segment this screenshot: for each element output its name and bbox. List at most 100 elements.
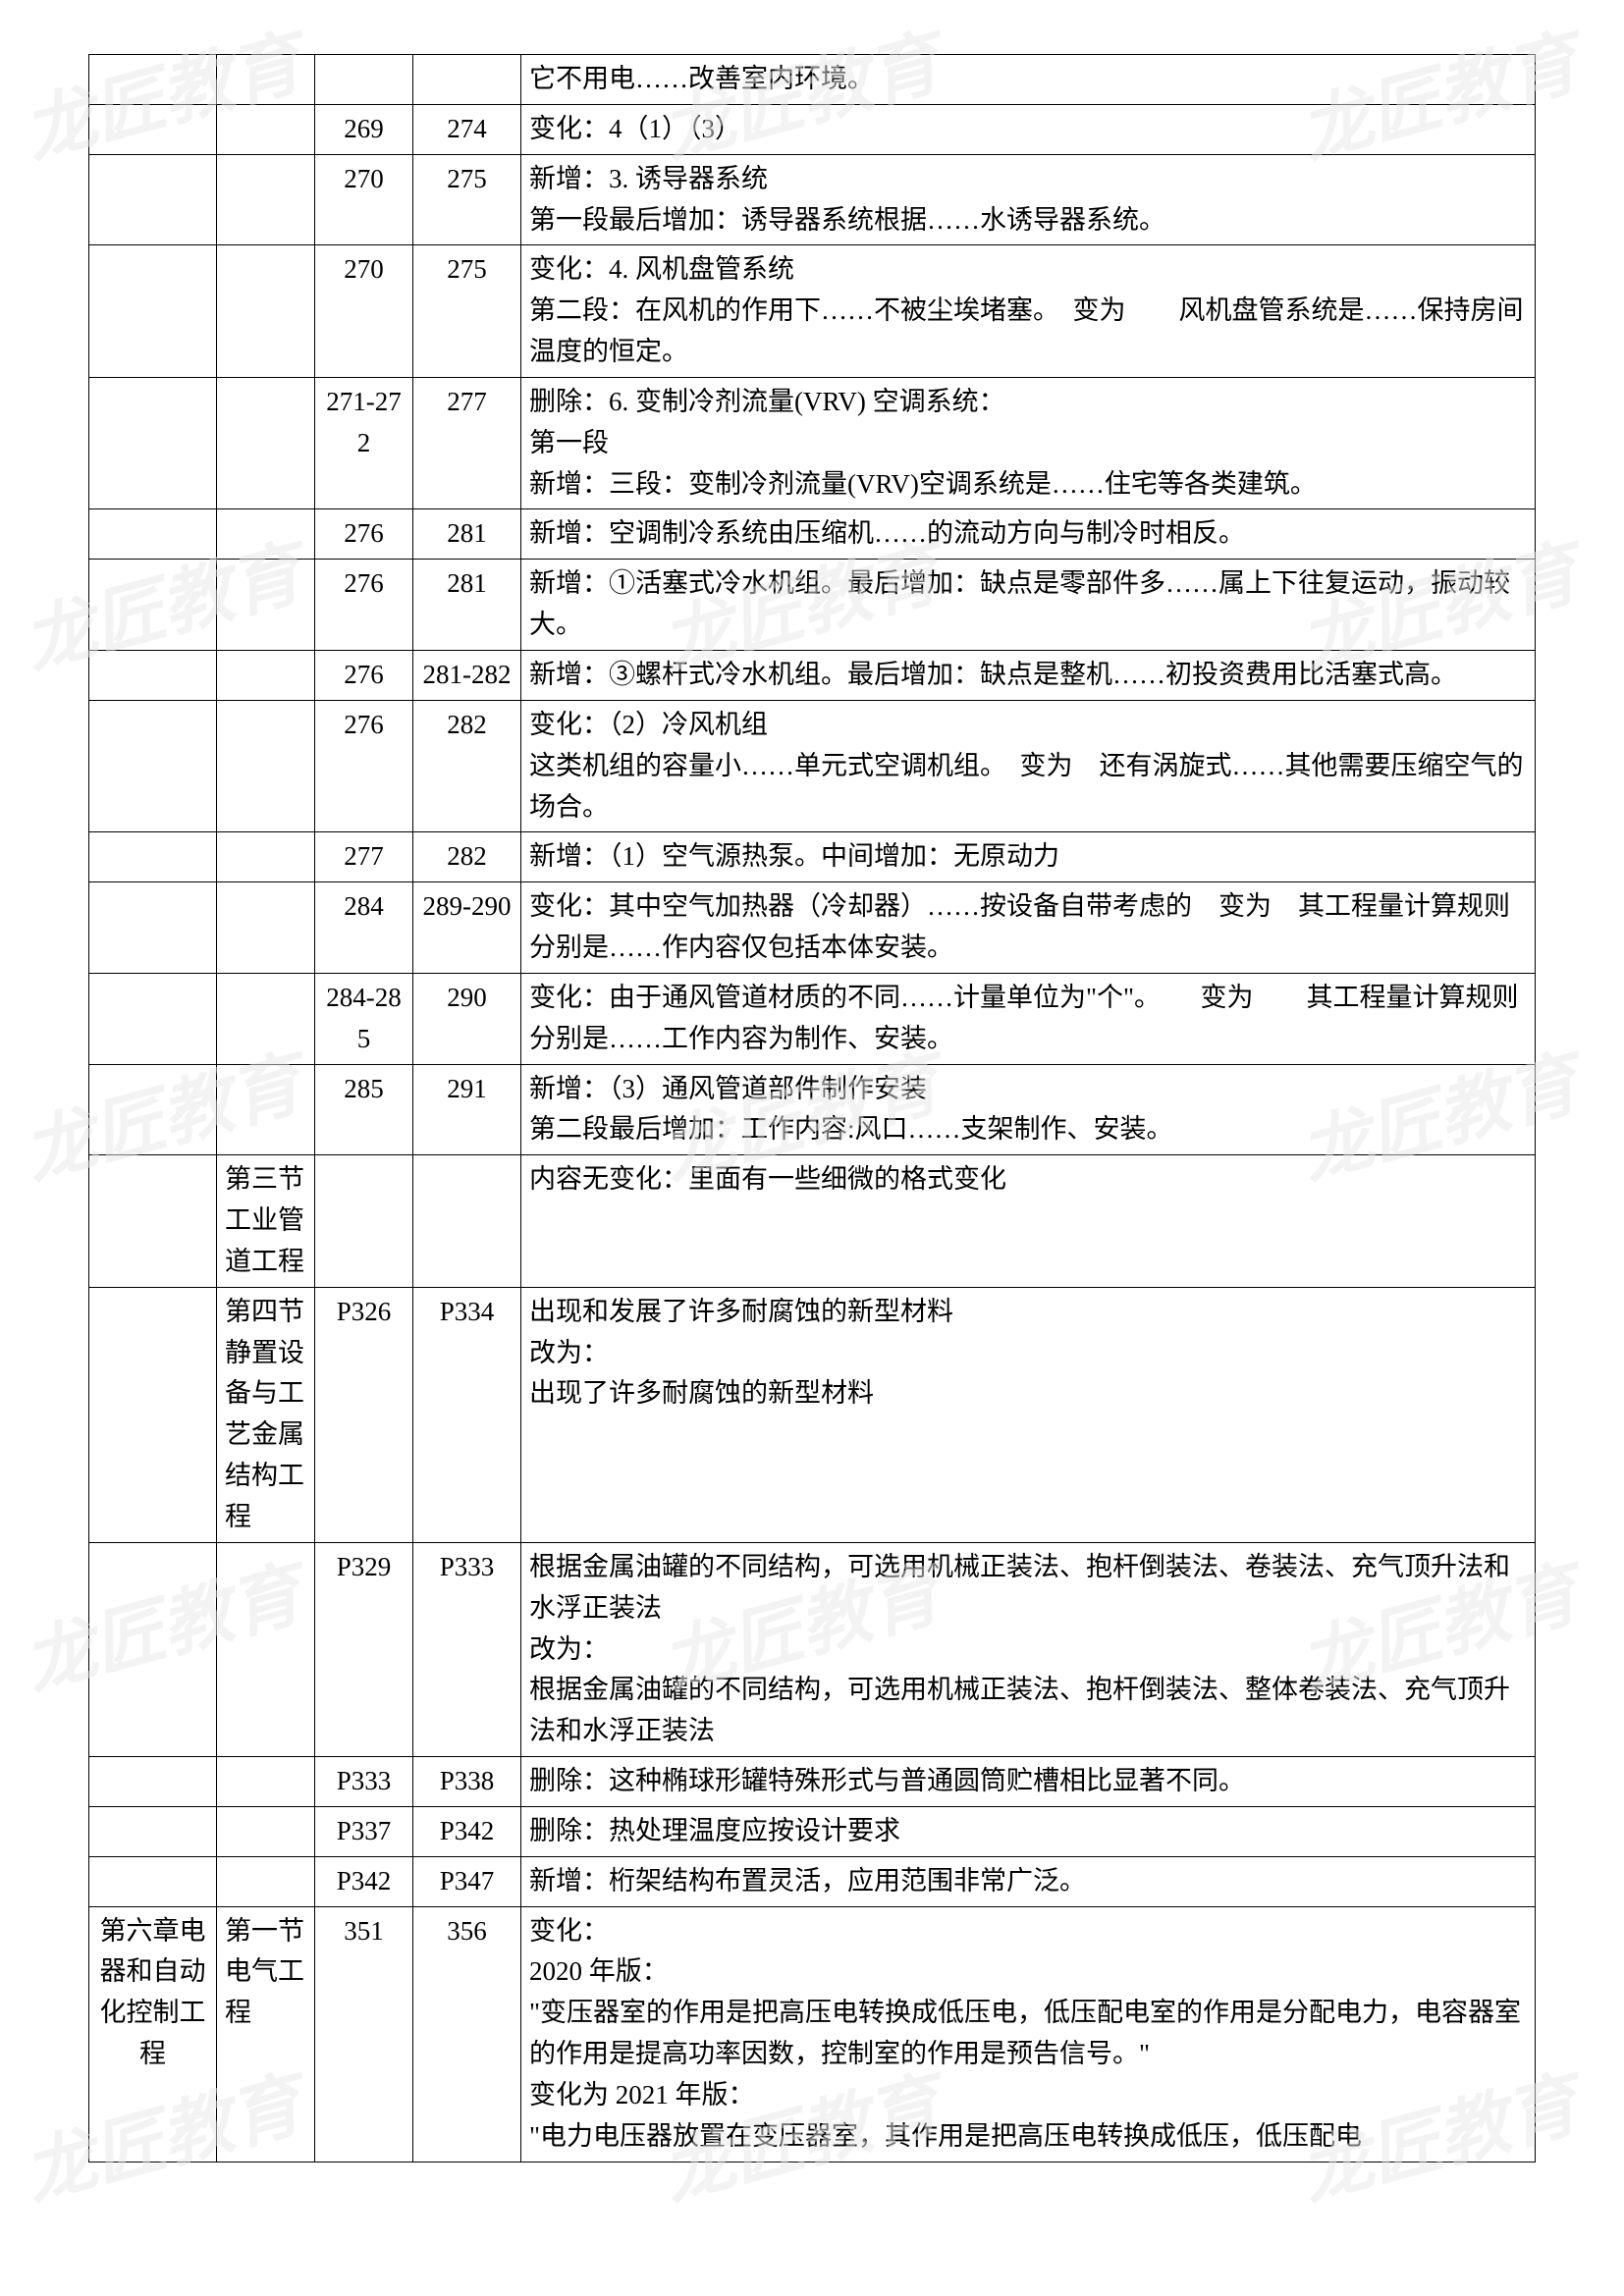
cell-new-page: P334 xyxy=(413,1287,521,1542)
cell-chapter xyxy=(89,1287,217,1542)
cell-new-page: 281 xyxy=(413,560,521,651)
cell-change-desc: 新增：①活塞式冷水机组。最后增加：缺点是零部件多……属上下往复运动，振动较大。 xyxy=(521,560,1536,651)
cell-section xyxy=(217,55,315,105)
table-row: P329P333根据金属油罐的不同结构，可选用机械正装法、抱杆倒装法、卷装法、充… xyxy=(89,1542,1536,1756)
cell-old-page: P326 xyxy=(315,1287,413,1542)
cell-chapter xyxy=(89,377,217,509)
cell-new-page: 275 xyxy=(413,245,521,378)
table-row: 276281-282新增：③螺杆式冷水机组。最后增加：缺点是整机……初投资费用比… xyxy=(89,650,1536,700)
cell-new-page: 282 xyxy=(413,700,521,832)
table-row: 276281新增：①活塞式冷水机组。最后增加：缺点是零部件多……属上下往复运动，… xyxy=(89,560,1536,651)
cell-new-page: P342 xyxy=(413,1806,521,1856)
cell-old-page: 270 xyxy=(315,245,413,378)
cell-change-desc: 删除：热处理温度应按设计要求 xyxy=(521,1806,1536,1856)
cell-change-desc: 变化：其中空气加热器（冷却器）……按设备自带考虑的 变为 其工程量计算规则分别是… xyxy=(521,882,1536,974)
cell-chapter xyxy=(89,1757,217,1807)
table-row: P333P338删除：这种椭球形罐特殊形式与普通圆筒贮槽相比显著不同。 xyxy=(89,1757,1536,1807)
cell-new-page: 277 xyxy=(413,377,521,509)
cell-new-page: P333 xyxy=(413,1542,521,1756)
table-row: 它不用电……改善室内环境。 xyxy=(89,55,1536,105)
cell-new-page: 291 xyxy=(413,1064,521,1155)
cell-section xyxy=(217,104,315,154)
cell-new-page: 275 xyxy=(413,154,521,245)
cell-chapter xyxy=(89,1155,217,1288)
cell-old-page: P329 xyxy=(315,1542,413,1756)
cell-chapter xyxy=(89,154,217,245)
cell-change-desc: 删除：这种椭球形罐特殊形式与普通圆筒贮槽相比显著不同。 xyxy=(521,1757,1536,1807)
table-row: 276281新增：空调制冷系统由压缩机……的流动方向与制冷时相反。 xyxy=(89,509,1536,560)
cell-change-desc: 新增：3. 诱导器系统 第一段最后增加：诱导器系统根据……水诱导器系统。 xyxy=(521,154,1536,245)
table-row: P342P347新增：桁架结构布置灵活，应用范围非常广泛。 xyxy=(89,1856,1536,1906)
cell-change-desc: 出现和发展了许多耐腐蚀的新型材料 改为： 出现了许多耐腐蚀的新型材料 xyxy=(521,1287,1536,1542)
cell-new-page: P347 xyxy=(413,1856,521,1906)
cell-chapter xyxy=(89,55,217,105)
cell-section xyxy=(217,1757,315,1807)
cell-change-desc: 变化： 2020 年版： "变压器室的作用是把高压电转换成低压电，低压配电室的作… xyxy=(521,1906,1536,2162)
cell-chapter xyxy=(89,1542,217,1756)
cell-chapter xyxy=(89,700,217,832)
cell-change-desc: 删除：6. 变制冷剂流量(VRV) 空调系统： 第一段 新增：三段：变制冷剂流量… xyxy=(521,377,1536,509)
table-row: 284-285290变化：由于通风管道材质的不同……计量单位为"个"。 变为 其… xyxy=(89,973,1536,1064)
table-row: 277282新增：（1）空气源热泵。中间增加：无原动力 xyxy=(89,832,1536,882)
cell-chapter xyxy=(89,245,217,378)
cell-change-desc: 变化：（2）冷风机组 这类机组的容量小……单元式空调机组。 变为 还有涡旋式……… xyxy=(521,700,1536,832)
cell-change-desc: 变化：由于通风管道材质的不同……计量单位为"个"。 变为 其工程量计算规则分别是… xyxy=(521,973,1536,1064)
cell-change-desc: 新增：桁架结构布置灵活，应用范围非常广泛。 xyxy=(521,1856,1536,1906)
cell-old-page: 269 xyxy=(315,104,413,154)
cell-old-page: 270 xyxy=(315,154,413,245)
cell-new-page: 281 xyxy=(413,509,521,560)
cell-new-page xyxy=(413,1155,521,1288)
cell-old-page: 271-272 xyxy=(315,377,413,509)
cell-new-page: P338 xyxy=(413,1757,521,1807)
document-page: 龙匠教育 龙匠教育 龙匠教育 龙匠教育 龙匠教育 龙匠教育 龙匠教育 龙匠教育 … xyxy=(0,0,1624,2216)
cell-new-page: 282 xyxy=(413,832,521,882)
cell-section xyxy=(217,973,315,1064)
cell-section xyxy=(217,650,315,700)
table-row: 271-272277删除：6. 变制冷剂流量(VRV) 空调系统： 第一段 新增… xyxy=(89,377,1536,509)
table-row: 第三节 工业管 道工程内容无变化：里面有一些细微的格式变化 xyxy=(89,1155,1536,1288)
table-row: 270275变化：4. 风机盘管系统 第二段：在风机的作用下……不被尘埃堵塞。 … xyxy=(89,245,1536,378)
cell-chapter xyxy=(89,650,217,700)
cell-change-desc: 它不用电……改善室内环境。 xyxy=(521,55,1536,105)
cell-old-page: 277 xyxy=(315,832,413,882)
cell-new-page: 290 xyxy=(413,973,521,1064)
cell-section xyxy=(217,700,315,832)
cell-section xyxy=(217,832,315,882)
cell-chapter: 第六章电 器和自动 化控制工 程 xyxy=(89,1906,217,2162)
cell-old-page: P342 xyxy=(315,1856,413,1906)
cell-old-page: 351 xyxy=(315,1906,413,2162)
cell-new-page: 356 xyxy=(413,1906,521,2162)
table-body: 它不用电……改善室内环境。269274变化：4（1）（3）270275新增：3.… xyxy=(89,55,1536,2163)
table-row: 第六章电 器和自动 化控制工 程第一节 电气工 程351356变化： 2020 … xyxy=(89,1906,1536,2162)
cell-chapter xyxy=(89,104,217,154)
cell-old-page: P337 xyxy=(315,1806,413,1856)
cell-chapter xyxy=(89,832,217,882)
table-row: 第四节 静置设 备与工 艺金属 结构工 程P326P334出现和发展了许多耐腐蚀… xyxy=(89,1287,1536,1542)
table-row: 284289-290变化：其中空气加热器（冷却器）……按设备自带考虑的 变为 其… xyxy=(89,882,1536,974)
cell-chapter xyxy=(89,1064,217,1155)
cell-change-desc: 新增：空调制冷系统由压缩机……的流动方向与制冷时相反。 xyxy=(521,509,1536,560)
cell-change-desc: 新增：（3）通风管道部件制作安装 第二段最后增加：工作内容:风口……支架制作、安… xyxy=(521,1064,1536,1155)
cell-change-desc: 新增：③螺杆式冷水机组。最后增加：缺点是整机……初投资费用比活塞式高。 xyxy=(521,650,1536,700)
cell-chapter xyxy=(89,509,217,560)
cell-section xyxy=(217,245,315,378)
cell-section xyxy=(217,1856,315,1906)
cell-change-desc: 内容无变化：里面有一些细微的格式变化 xyxy=(521,1155,1536,1288)
cell-change-desc: 新增：（1）空气源热泵。中间增加：无原动力 xyxy=(521,832,1536,882)
cell-old-page: 276 xyxy=(315,560,413,651)
table-row: 285291新增：（3）通风管道部件制作安装 第二段最后增加：工作内容:风口……… xyxy=(89,1064,1536,1155)
cell-old-page: 276 xyxy=(315,509,413,560)
cell-section xyxy=(217,1542,315,1756)
cell-new-page: 281-282 xyxy=(413,650,521,700)
cell-old-page: 285 xyxy=(315,1064,413,1155)
cell-section xyxy=(217,509,315,560)
table-row: 276282变化：（2）冷风机组 这类机组的容量小……单元式空调机组。 变为 还… xyxy=(89,700,1536,832)
cell-chapter xyxy=(89,560,217,651)
cell-section xyxy=(217,154,315,245)
cell-section: 第四节 静置设 备与工 艺金属 结构工 程 xyxy=(217,1287,315,1542)
changes-table: 它不用电……改善室内环境。269274变化：4（1）（3）270275新增：3.… xyxy=(88,54,1536,2163)
cell-old-page: 284-285 xyxy=(315,973,413,1064)
cell-section xyxy=(217,882,315,974)
cell-chapter xyxy=(89,1806,217,1856)
table-row: P337P342删除：热处理温度应按设计要求 xyxy=(89,1806,1536,1856)
